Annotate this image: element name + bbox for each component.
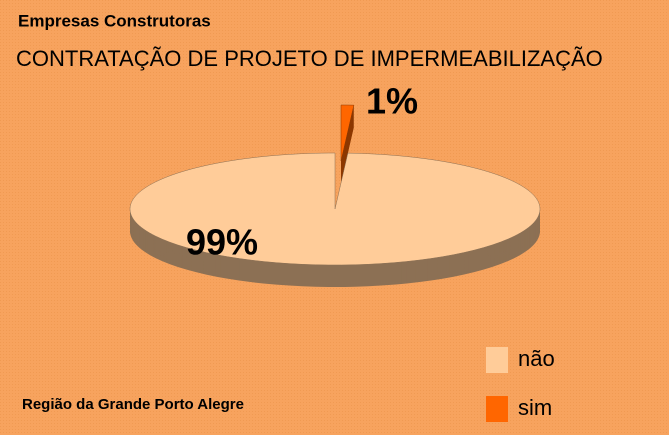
data-label: 1%	[366, 81, 418, 122]
legend-label: não	[518, 346, 555, 371]
legend: não sim	[486, 346, 555, 422]
pie	[129, 104, 541, 287]
chart-subtitle: CONTRATAÇÃO DE PROJETO DE IMPERMEABILIZA…	[16, 46, 603, 71]
chart-title: Empresas Construtoras	[18, 11, 211, 30]
slice	[129, 152, 541, 266]
annotation: Região da Grande Porto Alegre	[22, 396, 244, 413]
data-label: 99%	[186, 222, 258, 263]
legend-label: sim	[518, 395, 552, 420]
legend-swatch	[486, 347, 508, 373]
slice	[340, 104, 355, 162]
legend-swatch	[486, 396, 508, 422]
